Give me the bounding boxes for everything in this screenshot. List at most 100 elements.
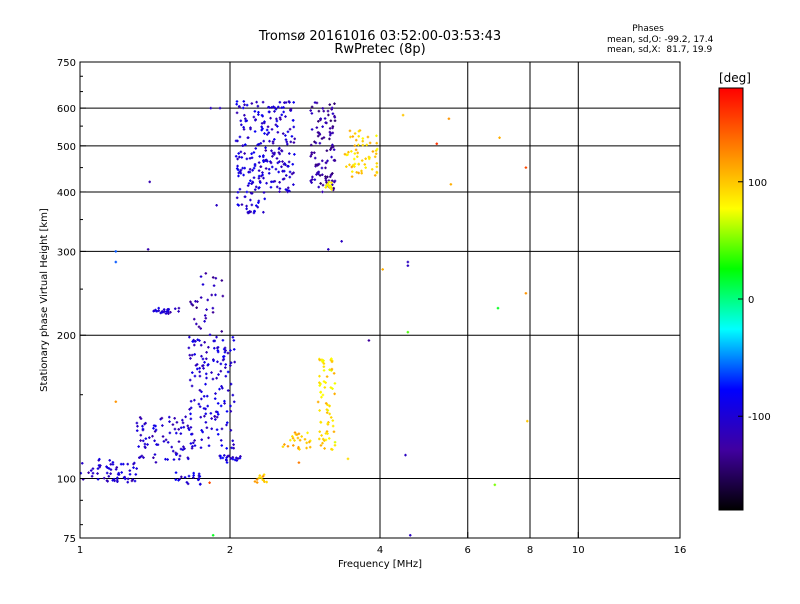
data-point [259,174,263,178]
data-point [98,457,101,461]
data-point [350,165,354,169]
data-point [357,129,361,133]
data-point [256,104,260,108]
data-point [360,171,364,175]
data-point [189,412,192,416]
data-point [216,346,219,350]
data-point [293,431,297,434]
data-point [283,101,286,104]
data-point [178,477,181,481]
data-point [226,454,230,458]
data-point [203,314,207,317]
data-point [274,167,278,171]
data-point [130,479,134,483]
data-point [199,446,203,449]
data-point [248,167,252,171]
data-point [284,134,287,137]
data-point [297,432,301,436]
data-point [209,106,213,110]
data-point [192,476,195,479]
data-point [207,345,210,349]
data-point [239,455,242,458]
data-point [203,414,206,418]
data-point [199,275,203,278]
data-point [263,120,266,123]
data-point [211,311,215,314]
data-point [187,428,191,432]
data-point [153,453,157,456]
data-point [328,137,331,141]
data-point [249,179,252,182]
data-point [238,135,242,139]
data-point [211,377,215,381]
data-point [201,364,204,368]
data-point [114,468,118,471]
data-point [126,477,130,481]
data-point [317,109,321,113]
data-point [237,152,240,155]
data-point [271,155,274,158]
data-point [333,443,337,447]
data-point [292,101,295,104]
data-point [197,402,201,406]
data-point [346,153,349,157]
data-point [352,157,356,161]
data-point [80,461,84,465]
data-point [205,376,208,380]
data-point [189,399,193,403]
data-point [222,355,225,358]
data-point [310,181,313,184]
data-point [288,108,292,112]
data-point [273,138,276,141]
data-point [164,438,168,442]
data-point [241,144,245,147]
data-point [107,467,111,470]
data-point [189,417,193,421]
y-tick-label: 300 [57,247,76,258]
data-point [197,325,201,329]
data-point [188,378,192,382]
data-point [269,185,273,189]
data-point [229,410,233,413]
data-point [170,445,174,449]
data-point [235,102,238,106]
data-point [321,437,325,441]
data-point [231,457,235,461]
data-point [135,467,138,470]
data-point [254,185,258,189]
data-point [166,441,170,444]
data-point [330,357,333,361]
data-point [310,128,314,131]
data-point [204,372,208,376]
data-point [245,119,249,123]
data-point [264,149,268,152]
data-point [205,351,208,354]
y-tick-label: 600 [57,104,76,115]
data-point [298,448,301,451]
data-point [205,426,209,429]
data-point [318,437,321,441]
data-point [253,163,257,166]
data-point [152,427,155,430]
data-point [221,294,225,298]
data-point [274,123,278,127]
data-point [221,456,225,460]
data-point [354,148,358,152]
data-point [329,148,332,151]
data-point [224,458,228,461]
data-point [200,354,203,358]
data-point [272,105,275,109]
data-point [232,443,235,446]
data-point [203,361,206,364]
data-point [173,416,176,420]
data-point [136,424,139,428]
data-point [327,113,330,117]
data-point [287,100,291,103]
data-point [212,358,215,361]
data-point [168,420,171,423]
data-point [167,415,171,419]
data-point [248,170,252,174]
data-point [318,384,322,387]
data-point [357,162,361,166]
data-point [295,433,299,436]
